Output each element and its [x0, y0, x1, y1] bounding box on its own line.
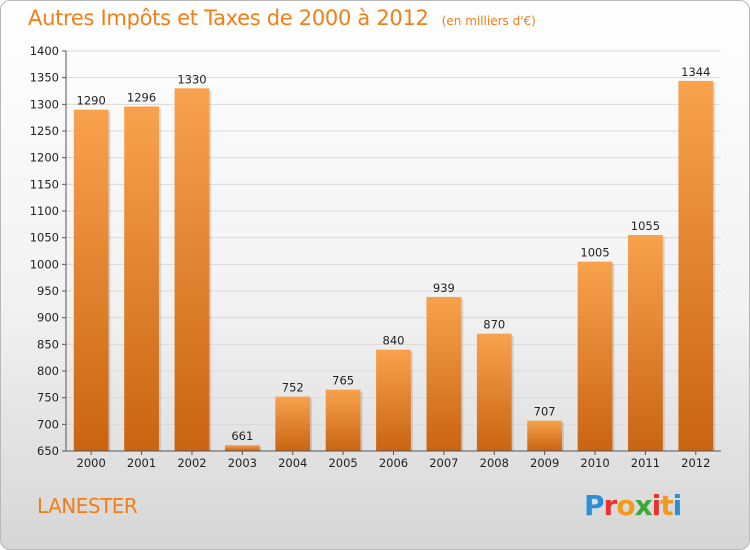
y-tick-label: 1300 [30, 97, 59, 111]
labels: 650 700 750 800 850 900 950 1000 1050 1100 1150 120… [30, 44, 711, 470]
data-label-2012: 1344 [681, 65, 710, 79]
data-label-2008: 870 [483, 318, 505, 332]
x-tick-label-2004: 2004 [278, 456, 307, 470]
x-tick-label-2001: 2001 [127, 456, 156, 470]
logo-letter: i [651, 489, 662, 522]
y-tick-label: 750 [37, 391, 59, 405]
x-tick-label-2009: 2009 [530, 456, 559, 470]
data-label-2011: 1055 [631, 219, 660, 233]
x-tick-label-2010: 2010 [580, 456, 609, 470]
data-label-2002: 1330 [177, 72, 206, 86]
data-label-2007: 939 [433, 281, 455, 295]
x-tick-label-2003: 2003 [228, 456, 257, 470]
y-tick-label: 700 [37, 417, 59, 431]
x-tick-label-2012: 2012 [681, 456, 710, 470]
bar-2009 [527, 420, 563, 451]
x-tick-label-2002: 2002 [177, 456, 206, 470]
data-label-2000: 1290 [77, 94, 106, 108]
logo-letter: i [672, 489, 683, 522]
data-label-2006: 840 [383, 334, 405, 348]
y-tick-label: 950 [37, 284, 59, 298]
bar-2001 [124, 106, 159, 451]
data-label-2004: 752 [282, 381, 304, 395]
y-tick-label: 900 [37, 311, 59, 325]
x-tick-label-2008: 2008 [480, 456, 509, 470]
logo-letter: r [603, 489, 618, 522]
axes [62, 50, 721, 455]
y-tick-label: 1050 [30, 231, 59, 245]
logo-letter: P [584, 489, 605, 522]
bar-2002 [174, 88, 210, 451]
y-tick-label: 1150 [30, 177, 59, 191]
y-tick-label: 650 [37, 444, 59, 458]
x-tick-label-2005: 2005 [328, 456, 357, 470]
y-tick-label: 1100 [30, 204, 59, 218]
y-tick-label: 850 [37, 337, 59, 351]
logo-letter: x [634, 489, 653, 522]
data-label-2003: 661 [231, 429, 253, 443]
bar-2008 [476, 333, 512, 451]
title-area: Autres Impôts et Taxes de 2000 à 2012 (e… [28, 6, 536, 30]
data-label-2009: 707 [534, 405, 556, 419]
y-tick-label: 1200 [30, 151, 59, 165]
x-tick-label-2007: 2007 [429, 456, 458, 470]
bar-2012 [678, 80, 714, 451]
logo-letter: t [660, 489, 673, 522]
place-name: LANESTER [37, 494, 138, 518]
bar-2007 [426, 296, 462, 451]
bars [73, 80, 716, 452]
y-tick-label: 1350 [30, 71, 59, 85]
bar-2003 [224, 445, 260, 451]
x-tick-label-2011: 2011 [631, 456, 660, 470]
bar-2000 [73, 109, 109, 452]
proxiti-logo: Proxiti [584, 489, 683, 522]
data-label-2001: 1296 [127, 90, 156, 104]
bar-2004 [275, 396, 311, 451]
y-tick-label: 1250 [30, 124, 59, 138]
bar-2011 [628, 235, 663, 451]
data-label-2010: 1005 [580, 246, 609, 260]
logo-letter: o [616, 489, 635, 522]
bar-2005 [325, 389, 361, 451]
chart-subtitle: (en milliers d'€) [441, 14, 536, 28]
y-tick-label: 1400 [30, 44, 59, 58]
x-tick-label-2000: 2000 [77, 456, 106, 470]
bar-2010 [577, 261, 613, 451]
y-tick-label: 1000 [30, 257, 59, 271]
x-tick-label-2006: 2006 [379, 456, 408, 470]
chart-title: Autres Impôts et Taxes de 2000 à 2012 [28, 6, 429, 30]
y-tick-label: 800 [37, 364, 59, 378]
data-label-2005: 765 [332, 374, 354, 388]
bar-2006 [376, 349, 411, 451]
